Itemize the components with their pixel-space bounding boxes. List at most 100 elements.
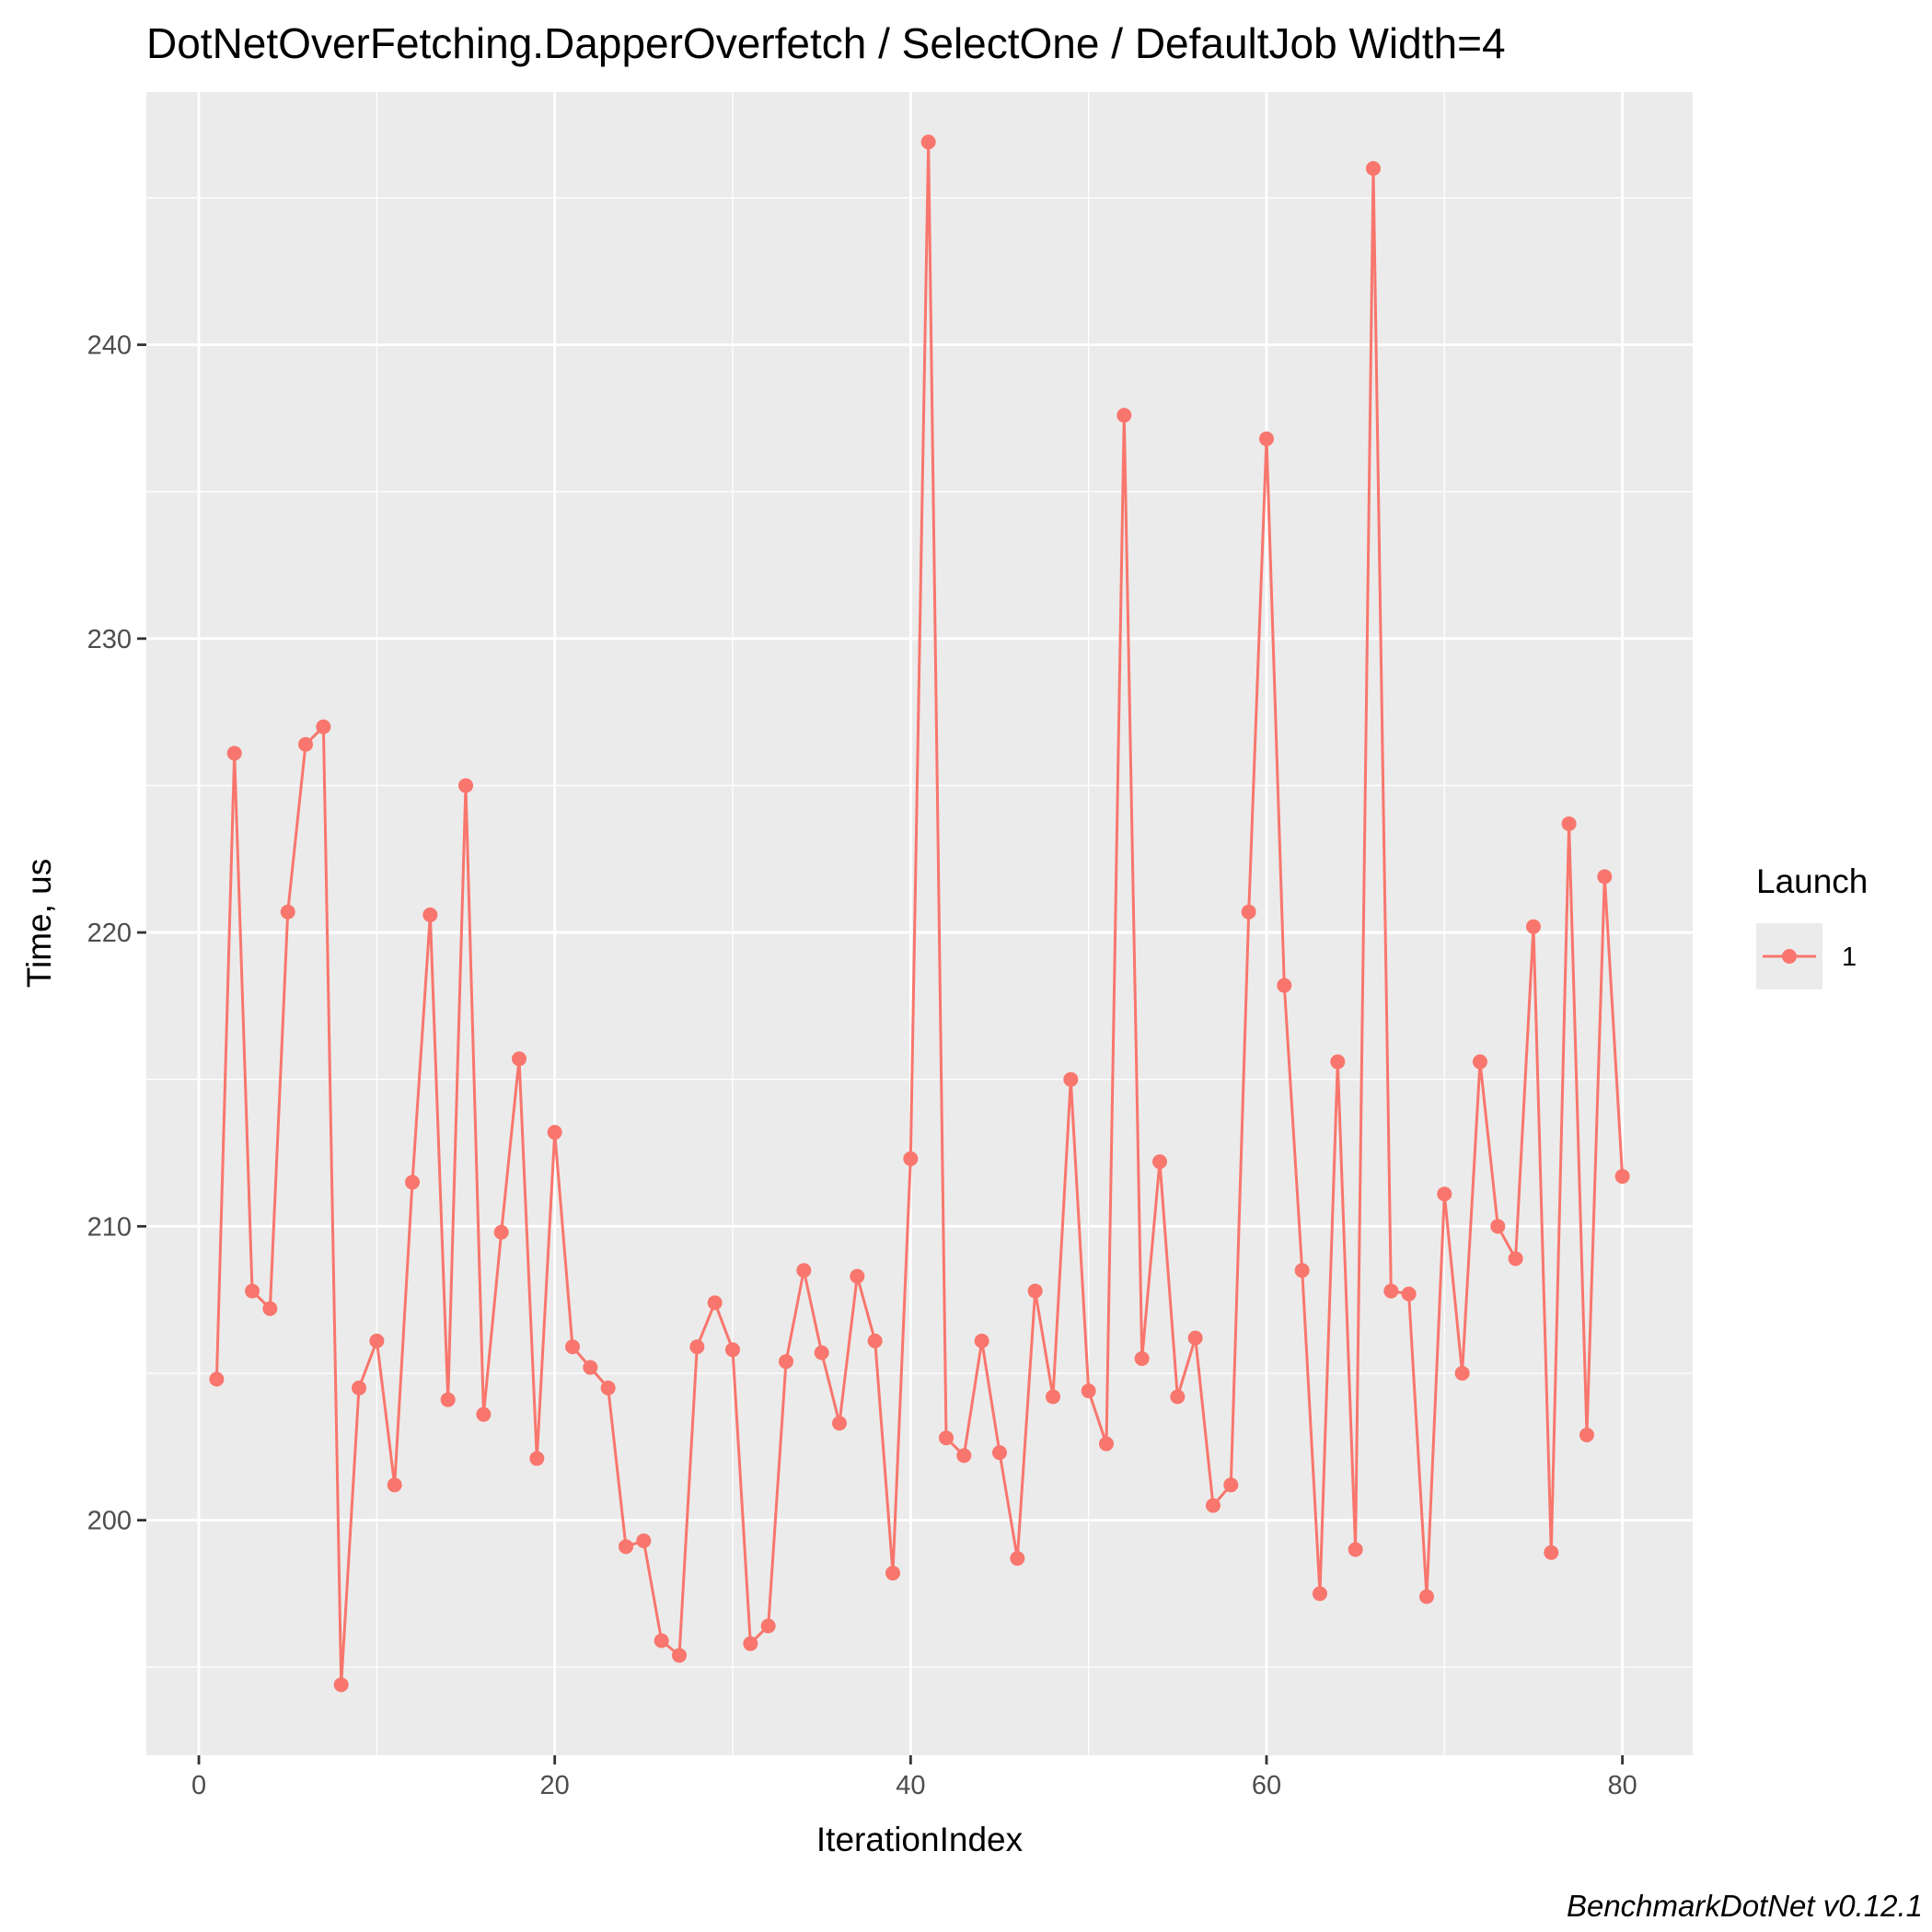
data-point xyxy=(333,1677,349,1693)
data-point xyxy=(1241,904,1256,920)
data-point xyxy=(226,746,242,761)
data-point xyxy=(1561,816,1577,831)
data-point xyxy=(245,1283,260,1299)
data-point xyxy=(1063,1071,1079,1087)
x-axis-title: IterationIndex xyxy=(816,1821,1024,1858)
data-point xyxy=(1579,1428,1594,1443)
data-point xyxy=(583,1359,598,1375)
x-tick-label: 0 xyxy=(191,1771,206,1800)
data-point xyxy=(1081,1383,1096,1399)
data-point xyxy=(1187,1330,1203,1346)
data-point xyxy=(422,907,438,922)
data-point xyxy=(529,1451,545,1466)
data-point xyxy=(1472,1054,1487,1070)
data-point xyxy=(850,1268,865,1284)
legend: Launch 1 xyxy=(1756,862,1868,989)
x-tick-label: 60 xyxy=(1252,1771,1281,1800)
data-point xyxy=(1170,1389,1186,1405)
data-point xyxy=(796,1263,812,1278)
data-point xyxy=(1508,1251,1523,1267)
data-point xyxy=(779,1354,794,1370)
data-point xyxy=(743,1636,758,1651)
data-point xyxy=(1258,431,1274,446)
y-tick-label: 240 xyxy=(87,331,132,361)
data-point xyxy=(956,1448,972,1463)
data-point xyxy=(1544,1544,1559,1560)
data-point xyxy=(636,1533,652,1548)
data-point xyxy=(1597,869,1613,885)
data-point xyxy=(654,1633,669,1649)
data-point xyxy=(885,1566,901,1581)
data-point xyxy=(262,1301,278,1316)
data-point xyxy=(1312,1586,1327,1602)
data-point xyxy=(1223,1477,1239,1493)
data-point xyxy=(298,736,314,752)
data-point xyxy=(1401,1286,1417,1301)
x-tick-label: 20 xyxy=(540,1771,570,1800)
data-point xyxy=(1294,1263,1310,1278)
data-point xyxy=(619,1539,634,1555)
y-tick-label: 200 xyxy=(87,1507,132,1536)
data-point xyxy=(814,1345,829,1360)
data-point xyxy=(1437,1186,1452,1202)
y-tick-label: 230 xyxy=(87,625,132,654)
data-point xyxy=(1525,919,1541,934)
data-point xyxy=(1116,408,1132,423)
minor-gridlines xyxy=(146,92,1693,1755)
major-gridlines xyxy=(146,92,1693,1755)
data-point xyxy=(1348,1542,1363,1557)
data-point xyxy=(1490,1219,1506,1234)
data-point xyxy=(405,1174,421,1190)
data-point xyxy=(1614,1169,1630,1185)
data-point xyxy=(316,719,331,735)
data-point xyxy=(1277,978,1292,993)
data-point xyxy=(1098,1436,1114,1452)
x-tick-label: 40 xyxy=(896,1771,925,1800)
data-point xyxy=(369,1333,385,1348)
data-point xyxy=(832,1416,848,1431)
data-point xyxy=(920,134,936,150)
data-point xyxy=(1045,1389,1060,1405)
data-point xyxy=(725,1342,741,1358)
data-point xyxy=(1151,1154,1167,1170)
data-point xyxy=(760,1618,776,1634)
axes: 0 20 40 60 80 200 210 220 230 240 xyxy=(87,331,1637,1800)
data-point xyxy=(707,1295,723,1311)
legend-label: 1 xyxy=(1842,943,1857,972)
y-tick-label: 210 xyxy=(87,1212,132,1242)
series-layer xyxy=(209,134,1630,1693)
caption: BenchmarkDotNet v0.12.1 xyxy=(1567,1889,1923,1923)
series-line-1 xyxy=(214,140,1625,1686)
data-point xyxy=(565,1339,581,1355)
y-axis-title: Time, us xyxy=(20,859,58,988)
data-point xyxy=(672,1648,688,1663)
data-point xyxy=(1383,1283,1399,1299)
data-point xyxy=(903,1151,919,1166)
legend-key-marker xyxy=(1782,949,1797,964)
data-point xyxy=(1027,1283,1043,1299)
chart-title: DotNetOverFetching.DapperOverfetch / Sel… xyxy=(146,19,1506,67)
data-point xyxy=(689,1339,705,1355)
data-point xyxy=(458,778,474,793)
data-point xyxy=(512,1051,527,1067)
x-tick-label: 80 xyxy=(1608,1771,1637,1800)
data-point xyxy=(209,1371,225,1387)
data-point xyxy=(476,1406,492,1422)
data-point xyxy=(600,1380,616,1395)
data-point xyxy=(1418,1589,1434,1604)
data-point xyxy=(1010,1551,1025,1567)
data-point xyxy=(867,1333,883,1348)
data-point xyxy=(938,1430,954,1446)
data-point xyxy=(1205,1498,1221,1513)
data-point xyxy=(440,1392,456,1407)
data-point xyxy=(1365,161,1381,177)
data-point xyxy=(280,904,295,920)
plot-panel xyxy=(146,92,1693,1755)
data-point xyxy=(493,1224,509,1240)
legend-title: Launch xyxy=(1756,862,1868,900)
data-point xyxy=(387,1477,402,1493)
y-tick-label: 220 xyxy=(87,919,132,948)
data-point xyxy=(1330,1054,1346,1070)
data-point xyxy=(1134,1351,1150,1367)
